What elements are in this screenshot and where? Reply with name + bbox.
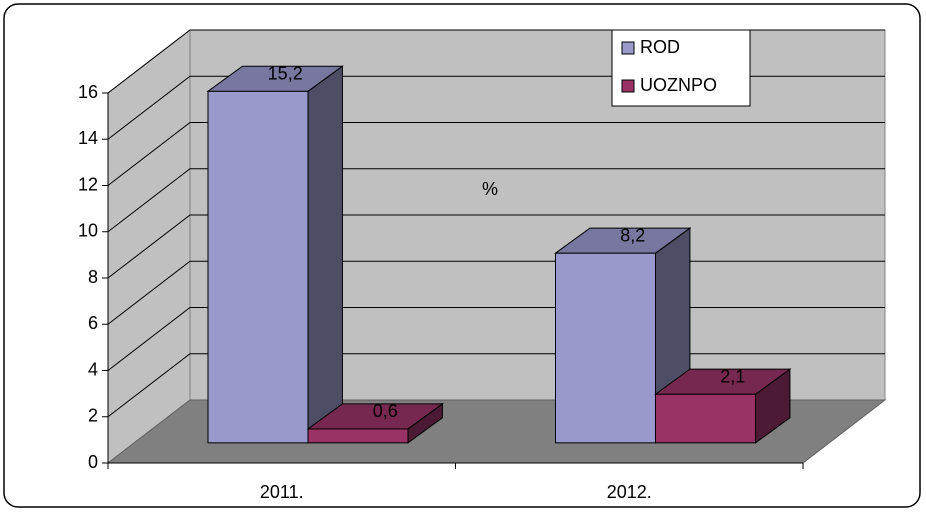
bar	[307, 428, 409, 444]
y-tick-label: 8	[88, 267, 98, 287]
value-label: 15,2	[268, 64, 303, 84]
y-tick-label: 12	[78, 174, 98, 194]
legend-label: UOZNPO	[640, 75, 717, 95]
grid-line	[107, 214, 885, 279]
value-label: 0,6	[373, 401, 398, 421]
value-label: 8,2	[620, 225, 645, 245]
bar	[554, 252, 656, 444]
grid-line	[107, 122, 885, 186]
legend-box	[611, 29, 751, 107]
legend-swatch	[621, 41, 635, 55]
x-tick-label: 2011.	[260, 482, 304, 502]
y-tick-label: 0	[88, 452, 98, 472]
grid-line	[107, 168, 885, 233]
y-tick-label: 2	[88, 406, 98, 426]
bar	[654, 393, 756, 444]
y-tick-label: 14	[78, 128, 98, 148]
x-tick-label: 2012.	[607, 482, 652, 502]
legend-swatch	[621, 79, 635, 93]
bar	[207, 90, 309, 444]
value-label: 2,1	[720, 366, 745, 386]
y-tick-label: 4	[88, 359, 98, 379]
bar-side	[307, 65, 343, 444]
y-tick-label: 6	[88, 313, 98, 333]
y-tick-label: 16	[78, 82, 98, 102]
annotation: %	[482, 179, 498, 199]
legend: ROD UOZNPO	[611, 29, 751, 107]
legend-label: ROD	[640, 37, 680, 57]
y-tick-label: 10	[78, 221, 98, 241]
